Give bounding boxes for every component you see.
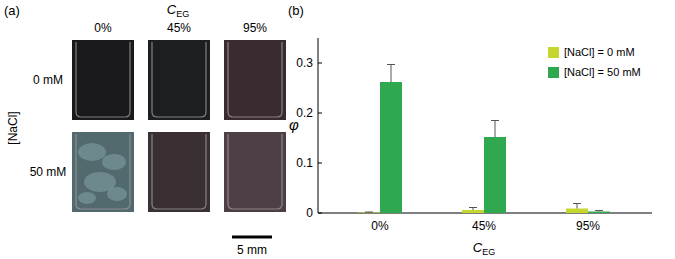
- photo: [224, 132, 286, 212]
- error-bar: [595, 211, 603, 212]
- y-tick-label: 0: [306, 206, 313, 220]
- cuvette-edge: [228, 42, 282, 117]
- y-tick: [318, 163, 322, 164]
- error-bar: [365, 212, 373, 214]
- y-tick-label: 0.1: [296, 156, 313, 170]
- cuvette-edge: [152, 42, 206, 117]
- column-title-sub: EG: [176, 9, 189, 19]
- y-axis-label: φ: [289, 116, 299, 133]
- scatter-texture: [107, 187, 127, 201]
- x-tick-label: 95%: [576, 219, 600, 233]
- column-label: 45%: [167, 21, 191, 35]
- cuvette-edge: [76, 42, 130, 117]
- canvas: (a) CEG 0% 45% 95% [NaCl] 0 mM 50 mM 5 mm (b) 0 0.1…: [0, 0, 675, 259]
- figure: (a) CEG 0% 45% 95% [NaCl] 0 mM 50 mM 5 mm (b) 0 0.1…: [0, 0, 675, 259]
- panel-a: (a) CEG 0% 45% 95% [NaCl] 0 mM 50 mM 5 mm: [4, 2, 286, 257]
- y-tick: [318, 63, 322, 64]
- photo: [72, 132, 134, 212]
- photo: [224, 40, 286, 120]
- y-axis: [318, 38, 319, 213]
- row-label: 50 mM: [30, 165, 67, 179]
- error-bar: [469, 208, 477, 211]
- scale-bar-label: 5 mm: [237, 243, 267, 257]
- photo: [72, 40, 134, 120]
- x-tick-label: 0%: [371, 219, 389, 233]
- scale-bar: [232, 236, 272, 239]
- column-title: CEG: [167, 2, 189, 19]
- x-axis-label-sub: EG: [482, 247, 495, 257]
- cuvette-edge: [152, 134, 206, 209]
- photo: [148, 132, 210, 212]
- legend-swatch: [548, 47, 559, 58]
- column-label: 0%: [94, 21, 112, 35]
- bar: [462, 210, 484, 213]
- scatter-texture: [102, 154, 126, 170]
- x-axis-label: CEG: [473, 240, 495, 257]
- bar: [566, 209, 588, 214]
- error-bar: [387, 65, 395, 83]
- legend-swatch: [548, 67, 559, 78]
- x-tick-label: 45%: [472, 219, 496, 233]
- panel-b: (b)00.10.20.3φ0%45%95%CEG[NaCl] = 0 mM[N…: [288, 3, 652, 257]
- y-tick: [318, 213, 322, 214]
- legend-label: [NaCl] = 50 mM: [564, 66, 641, 78]
- photo: [148, 40, 210, 120]
- bar: [588, 212, 610, 214]
- cuvette-edge: [228, 134, 282, 209]
- column-label: 95%: [243, 21, 267, 35]
- scatter-texture: [78, 143, 106, 161]
- legend-label: [NaCl] = 0 mM: [564, 46, 635, 58]
- bar: [358, 212, 380, 213]
- error-bar: [491, 121, 499, 138]
- row-label: 0 mM: [33, 73, 63, 87]
- bar: [380, 82, 402, 213]
- row-title: [NaCl]: [6, 111, 20, 144]
- error-bar: [573, 204, 581, 209]
- scatter-texture: [78, 192, 96, 204]
- panel-label: (b): [288, 3, 304, 18]
- bar: [484, 137, 506, 213]
- cuvette-edge: [76, 134, 130, 209]
- y-tick: [318, 113, 322, 114]
- legend: [NaCl] = 0 mM [NaCl] = 50 mM: [548, 46, 641, 78]
- y-tick-label: 0.3: [296, 56, 313, 70]
- bars: [358, 65, 610, 214]
- panel-label: (a): [4, 3, 20, 18]
